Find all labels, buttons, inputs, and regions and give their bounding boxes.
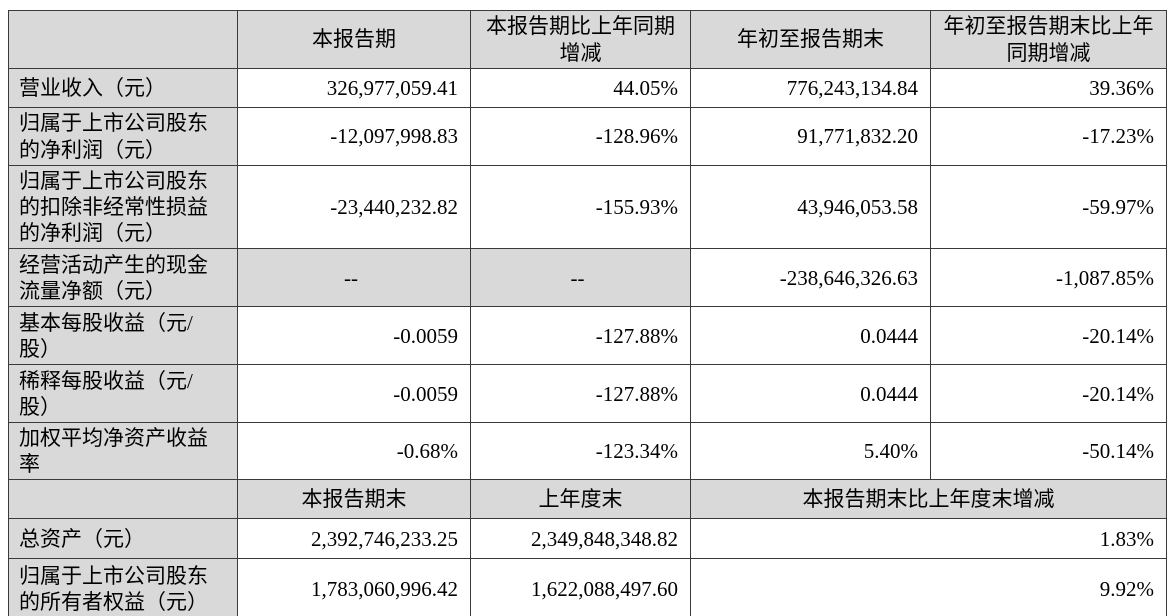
row-label: 加权平均净资产收益率	[8, 422, 238, 481]
column-header-current-period-yoy-change: 本报告期比上年同期增减	[470, 10, 691, 69]
column-header-prev-year-end: 上年度末	[470, 479, 691, 520]
metric-value: -238,646,326.63	[690, 248, 931, 308]
table-body-bottom: 总资产（元） 2,392,746,233.25 2,349,848,348.82 1.…	[8, 518, 1167, 616]
metric-value: -127.88%	[470, 364, 691, 424]
table-body-top: 营业收入（元） 326,977,059.41 44.05% 776,243,134.8…	[8, 68, 1167, 481]
column-header-current-period: 本报告期	[237, 10, 471, 69]
empty-corner-cell	[8, 479, 238, 520]
metric-value: 1,783,060,996.42	[237, 558, 471, 616]
na-value: --	[237, 248, 471, 308]
metric-value: -59.97%	[930, 164, 1167, 250]
table-row: 加权平均净资产收益率 -0.68% -123.34% 5.40% -50.14%	[8, 422, 1167, 481]
table-header-top: 本报告期 本报告期比上年同期增减 年初至报告期末 年初至报告期末比上年同期增减	[8, 10, 1167, 69]
financial-summary-table: 本报告期 本报告期比上年同期增减 年初至报告期末 年初至报告期末比上年同期增减 …	[8, 10, 1167, 616]
row-label: 基本每股收益（元/股）	[8, 306, 238, 366]
metric-value: -155.93%	[470, 164, 691, 250]
row-label: 归属于上市公司股东的所有者权益（元）	[8, 558, 238, 616]
metric-value: -128.96%	[470, 107, 691, 166]
row-label: 总资产（元）	[8, 518, 238, 560]
metric-value: -23,440,232.82	[237, 164, 471, 250]
metric-value: 2,392,746,233.25	[237, 518, 471, 560]
metric-value: 9.92%	[690, 558, 1167, 616]
metric-value: -20.14%	[930, 364, 1167, 424]
metric-value: 326,977,059.41	[237, 68, 471, 108]
header-row-bottom: 本报告期末 上年度末 本报告期末比上年度末增减	[8, 479, 1167, 520]
metric-value: 43,946,053.58	[690, 164, 931, 250]
metric-value: 5.40%	[690, 422, 931, 481]
table-row: 经营活动产生的现金流量净额（元） -- -- -238,646,326.63 -1,08…	[8, 248, 1167, 308]
column-header-period-end: 本报告期末	[237, 479, 471, 520]
empty-corner-cell	[8, 10, 238, 69]
metric-value: -17.23%	[930, 107, 1167, 166]
column-header-period-end-change: 本报告期末比上年度末增减	[690, 479, 1167, 520]
metric-value: 0.0444	[690, 306, 931, 366]
table-row: 总资产（元） 2,392,746,233.25 2,349,848,348.82 1.…	[8, 518, 1167, 560]
table-row: 归属于上市公司股东的净利润（元） -12,097,998.83 -128.96% 91…	[8, 107, 1167, 166]
metric-value: -123.34%	[470, 422, 691, 481]
metric-value: -0.68%	[237, 422, 471, 481]
header-row-top: 本报告期 本报告期比上年同期增减 年初至报告期末 年初至报告期末比上年同期增减	[8, 10, 1167, 69]
column-header-year-to-date: 年初至报告期末	[690, 10, 931, 69]
table-header-bottom: 本报告期末 上年度末 本报告期末比上年度末增减	[8, 479, 1167, 520]
table-row: 营业收入（元） 326,977,059.41 44.05% 776,243,134.8…	[8, 68, 1167, 108]
row-label: 经营活动产生的现金流量净额（元）	[8, 248, 238, 308]
row-label: 营业收入（元）	[8, 68, 238, 108]
metric-value: 2,349,848,348.82	[470, 518, 691, 560]
column-header-year-to-date-yoy-change: 年初至报告期末比上年同期增减	[930, 10, 1167, 69]
metric-value: -50.14%	[930, 422, 1167, 481]
metric-value: 1,622,088,497.60	[470, 558, 691, 616]
metric-value: -12,097,998.83	[237, 107, 471, 166]
row-label: 归属于上市公司股东的净利润（元）	[8, 107, 238, 166]
table-row: 归属于上市公司股东的扣除非经常性损益的净利润（元） -23,440,232.82-…	[8, 164, 1167, 250]
table-row: 基本每股收益（元/股） -0.0059 -127.88% 0.0444 -20.14%	[8, 306, 1167, 366]
metric-value: -127.88%	[470, 306, 691, 366]
metric-value: 44.05%	[470, 68, 691, 108]
row-label: 稀释每股收益（元/股）	[8, 364, 238, 424]
metric-value: -0.0059	[237, 364, 471, 424]
metric-value: 0.0444	[690, 364, 931, 424]
metric-value: 776,243,134.84	[690, 68, 931, 108]
metric-value: -20.14%	[930, 306, 1167, 366]
na-value: --	[470, 248, 691, 308]
table-row: 归属于上市公司股东的所有者权益（元） 1,783,060,996.42 1,622,…	[8, 558, 1167, 616]
metric-value: 1.83%	[690, 518, 1167, 560]
metric-value: 39.36%	[930, 68, 1167, 108]
metric-value: -1,087.85%	[930, 248, 1167, 308]
metric-value: -0.0059	[237, 306, 471, 366]
metric-value: 91,771,832.20	[690, 107, 931, 166]
row-label: 归属于上市公司股东的扣除非经常性损益的净利润（元）	[8, 164, 238, 250]
table-row: 稀释每股收益（元/股） -0.0059 -127.88% 0.0444 -20.14%	[8, 364, 1167, 424]
